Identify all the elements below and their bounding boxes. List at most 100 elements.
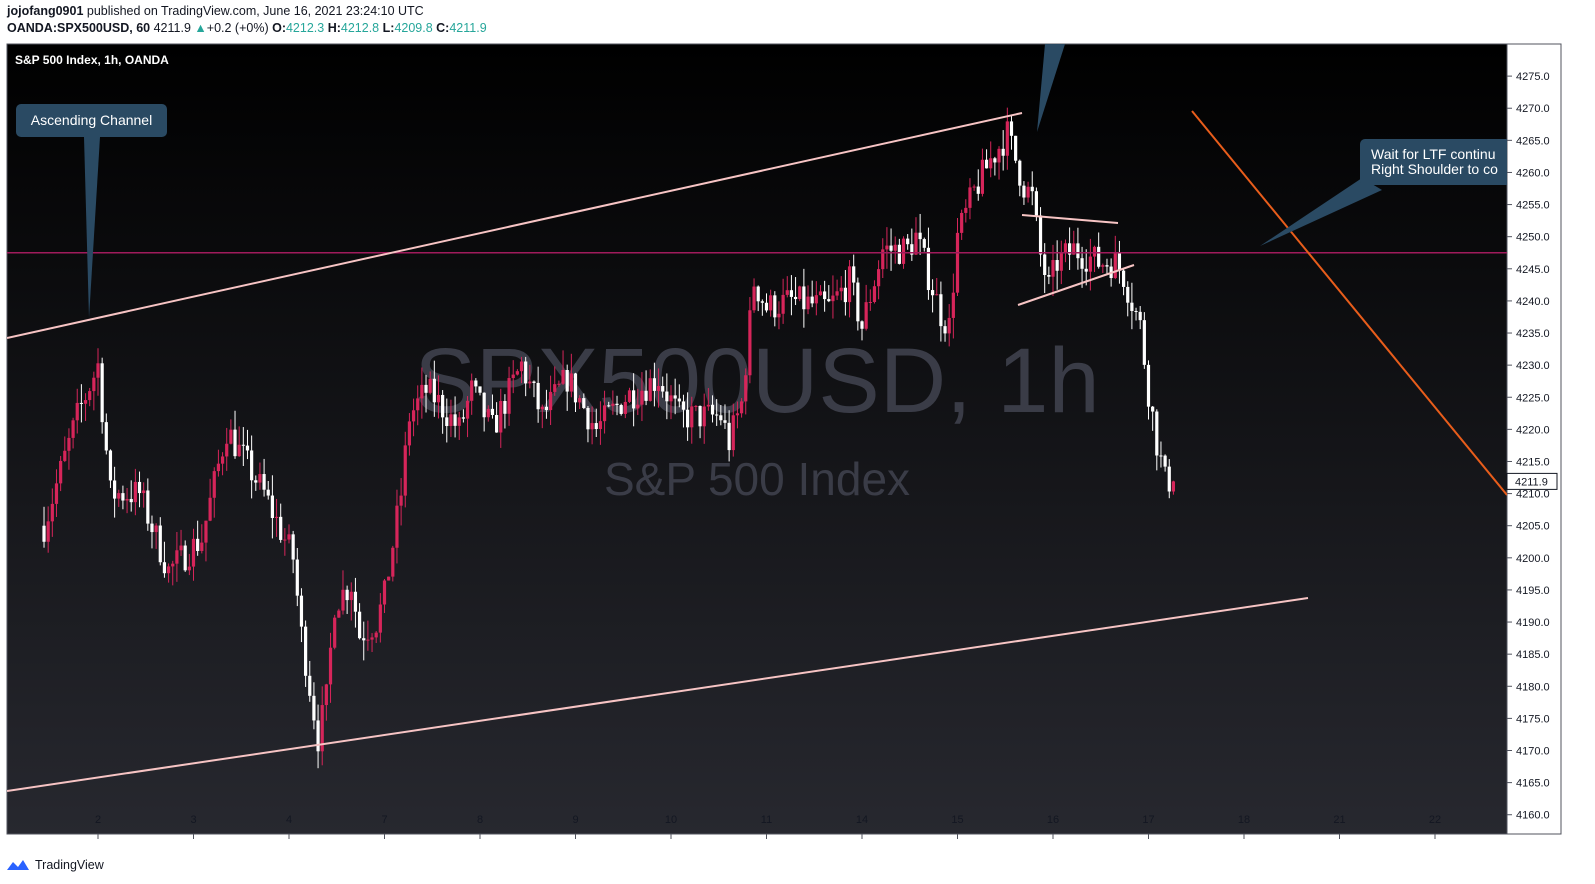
y-tick-label: 4235.0 — [1516, 328, 1550, 340]
candle — [445, 398, 449, 443]
candle — [752, 278, 756, 313]
candle — [378, 593, 382, 643]
candle — [860, 320, 864, 341]
candle — [922, 237, 926, 252]
candle — [71, 417, 75, 449]
change-value: +0.2 (+0%) — [206, 21, 269, 35]
candle — [1026, 181, 1030, 203]
candle — [893, 236, 897, 264]
downtrend-line[interactable] — [1191, 110, 1507, 496]
candle — [764, 293, 769, 313]
candle — [1014, 135, 1018, 164]
candle — [769, 289, 773, 317]
candle — [623, 394, 627, 419]
candle — [565, 364, 569, 411]
candle — [910, 228, 914, 261]
y-tick-label: 4200.0 — [1516, 553, 1550, 565]
candle — [719, 405, 723, 426]
y-tick-label: 4190.0 — [1516, 617, 1550, 629]
candle — [935, 277, 939, 296]
candle — [706, 388, 710, 411]
candle — [972, 184, 976, 191]
candle — [117, 489, 121, 507]
candle — [955, 218, 960, 296]
channel-lower-line[interactable] — [7, 597, 1309, 792]
candle — [208, 478, 212, 522]
candle — [100, 357, 104, 434]
candle — [187, 553, 191, 576]
candle — [79, 384, 83, 423]
candle — [1005, 107, 1009, 170]
candle — [299, 588, 304, 643]
candle — [229, 419, 233, 445]
candle — [1088, 238, 1092, 291]
candle — [980, 148, 985, 197]
x-tick-label: 22 — [1429, 814, 1441, 826]
candle — [756, 285, 760, 312]
candle — [1084, 249, 1088, 286]
triangle-lower-line[interactable] — [1017, 264, 1135, 306]
candle — [436, 375, 441, 419]
chart-title: S&P 500 Index, 1h, OANDA — [15, 53, 169, 67]
candle — [200, 524, 204, 554]
low-value: 4209.8 — [394, 21, 433, 35]
candle — [773, 291, 777, 327]
candle — [1022, 181, 1026, 205]
price-axis[interactable] — [1507, 44, 1561, 834]
ascending-channel-callout[interactable]: Ascending Channel — [16, 104, 167, 318]
candle — [420, 367, 424, 419]
candle — [333, 614, 337, 650]
candle — [727, 410, 731, 462]
candle — [1055, 240, 1059, 290]
candle — [881, 238, 885, 279]
channel-upper-line[interactable] — [7, 112, 1023, 339]
candle — [1009, 115, 1014, 150]
candle — [233, 410, 237, 459]
candle — [1072, 230, 1076, 255]
candle — [308, 660, 312, 702]
x-tick-label: 4 — [286, 814, 292, 826]
candle — [524, 356, 528, 397]
candle — [802, 268, 806, 328]
high-value: 4212.8 — [340, 21, 380, 35]
y-tick-label: 4265.0 — [1516, 135, 1550, 147]
symbol-name[interactable]: OANDA:SPX500USD, 60 — [7, 21, 151, 35]
triangle-upper-line[interactable] — [1021, 214, 1119, 224]
candle — [316, 704, 320, 769]
offscreen-callout-pointer[interactable] — [1037, 44, 1065, 132]
ascending-channel-label: Ascending Channel — [31, 112, 152, 128]
tradingview-branding[interactable]: TradingView — [6, 858, 104, 872]
chart-pane[interactable] — [7, 44, 1507, 834]
candle — [868, 289, 872, 311]
candle — [710, 395, 715, 423]
watermark-name: S&P 500 Index — [604, 453, 910, 505]
candle — [619, 403, 623, 416]
candle — [67, 428, 71, 470]
x-tick-label: 9 — [572, 814, 578, 826]
candle — [785, 276, 789, 298]
candle — [171, 560, 175, 586]
candle — [312, 682, 316, 730]
note-line-2: Right Shoulder to co — [1371, 161, 1498, 177]
candle — [652, 362, 656, 407]
time-axis[interactable] — [7, 834, 1507, 858]
candle — [677, 384, 681, 408]
y-tick-label: 4195.0 — [1516, 585, 1550, 597]
candle — [540, 404, 544, 429]
author-name[interactable]: jojofang0901 — [7, 4, 84, 18]
y-tick-label: 4180.0 — [1516, 681, 1550, 693]
candle — [158, 517, 162, 566]
candle — [1159, 441, 1163, 468]
note-callout[interactable]: Wait for LTF continu Right Shoulder to c… — [1260, 139, 1520, 246]
candle — [1163, 454, 1167, 472]
candle — [930, 279, 935, 313]
y-tick-label: 4215.0 — [1516, 456, 1550, 468]
symbol-legend: OANDA:SPX500USD, 60 4211.9 ▲+0.2 (+0%) O… — [7, 21, 487, 35]
last-price: 4211.9 — [153, 21, 191, 35]
candle — [607, 401, 611, 408]
candle — [1059, 240, 1063, 285]
candle — [395, 489, 399, 564]
candle — [287, 524, 291, 544]
candle — [1126, 281, 1130, 317]
